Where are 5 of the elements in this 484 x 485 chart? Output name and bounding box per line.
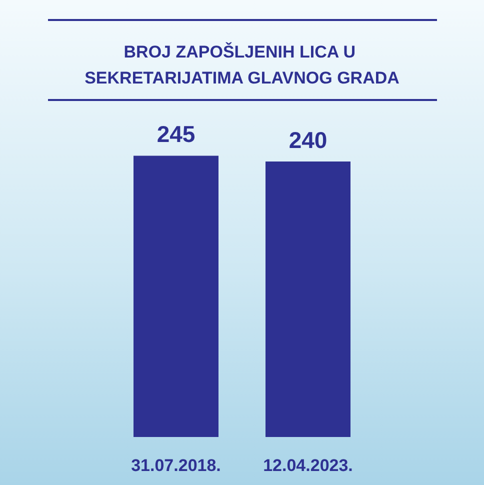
x-tick-label: 12.04.2023. <box>263 456 353 475</box>
chart-title: BROJ ZAPOŠLJENIH LICA U SEKRETARIJATIMA GLAVNOG GRADA <box>84 42 400 88</box>
data-label: 245 <box>156 121 196 148</box>
x-tick-label: 31.07.2018. <box>131 456 221 475</box>
data-label: 240 <box>288 126 328 153</box>
